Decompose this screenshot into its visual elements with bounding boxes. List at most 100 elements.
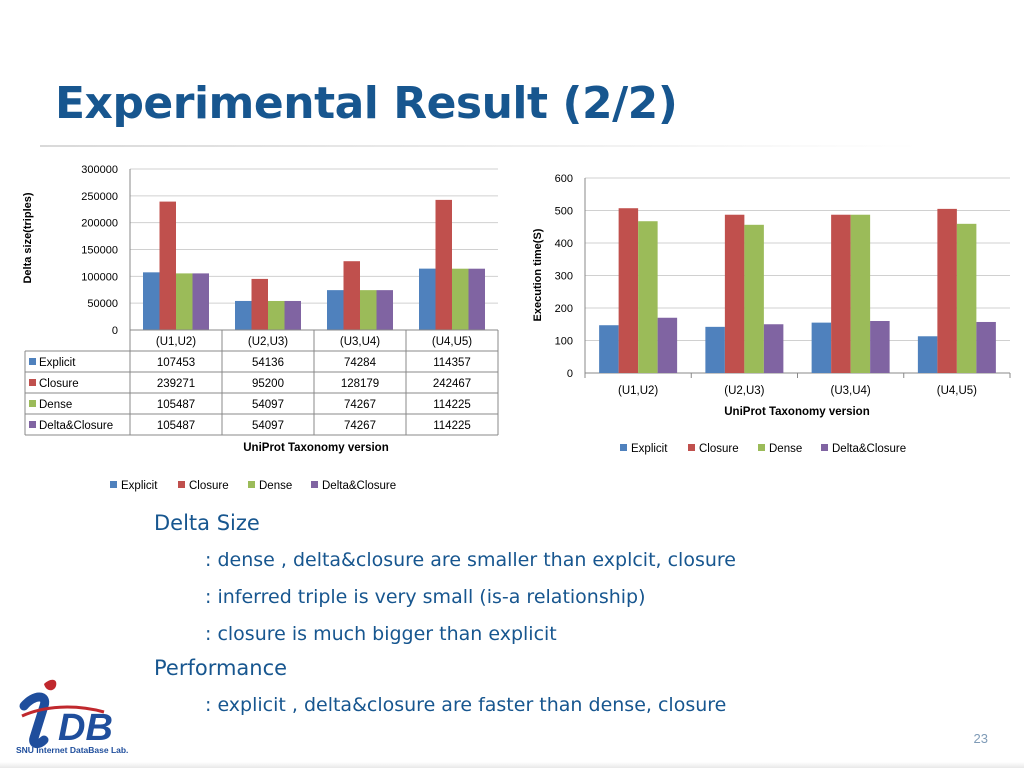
legend-swatch xyxy=(248,481,255,488)
y-tick-label: 300 xyxy=(555,271,573,283)
bar xyxy=(976,321,996,373)
legend-swatch xyxy=(178,481,185,488)
legend-swatch xyxy=(758,444,765,451)
bar xyxy=(599,325,619,373)
table-value: 114225 xyxy=(433,399,471,411)
y-tick-label: 600 xyxy=(555,173,573,185)
bar xyxy=(192,273,209,330)
slide-title: Experimental Result (2/2) xyxy=(55,78,678,129)
table-legend-swatch xyxy=(29,358,36,365)
page-number: 23 xyxy=(973,731,988,746)
execution-time-chart: 0 100 200 300 400 500 600 (U1,U2) (U2,U3) (U3,U4)… xyxy=(532,173,1011,455)
legend-label: Closure xyxy=(699,443,739,455)
table-series-label: Delta&Closure xyxy=(39,420,113,432)
footer-rule xyxy=(0,762,1024,768)
bar xyxy=(343,261,360,330)
bar xyxy=(143,272,160,330)
bar xyxy=(327,290,344,330)
idb-logo: DB SNU Internet DataBase Lab. xyxy=(16,679,128,755)
svg-text:DB: DB xyxy=(58,707,113,749)
legend-label: Closure xyxy=(189,480,229,492)
legend-label: Explicit xyxy=(631,443,668,455)
y-axis-title: Delta size(triples) xyxy=(22,192,34,283)
legend-label: Dense xyxy=(769,443,802,455)
bar xyxy=(831,214,851,373)
bar xyxy=(744,224,764,373)
table-value: 114225 xyxy=(433,420,471,432)
title-divider xyxy=(40,145,920,147)
y-tick-label: 150000 xyxy=(81,245,118,257)
bar xyxy=(724,214,745,373)
delta-size-chart: 0 50000 100000 150000 200000 250000 300000 Delt… xyxy=(22,164,499,492)
legend-label: Delta&Closure xyxy=(322,480,396,492)
bar xyxy=(763,324,784,373)
table-series-label: Closure xyxy=(39,378,79,390)
table-value: 105487 xyxy=(157,420,195,432)
category-label: (U4,U5) xyxy=(937,385,977,397)
legend-swatch xyxy=(688,444,695,451)
legend-swatch xyxy=(311,481,318,488)
table-legend-swatch xyxy=(29,421,36,428)
table-value: 242467 xyxy=(433,378,471,390)
bullet-heading-performance: Performance xyxy=(154,656,288,680)
table-series-label: Explicit xyxy=(39,357,76,369)
bar xyxy=(870,321,890,373)
legend-label: Explicit xyxy=(121,480,158,492)
x-axis-title: UniProt Taxonomy version xyxy=(243,442,388,454)
bar xyxy=(956,223,977,373)
table-legend-swatch xyxy=(29,379,36,386)
bar xyxy=(917,336,938,373)
legend-swatch xyxy=(620,444,627,451)
bar xyxy=(937,208,957,373)
table-value: 74267 xyxy=(344,399,376,411)
bar xyxy=(284,300,301,330)
table-value: 54136 xyxy=(252,357,284,369)
bullet-list: Delta Size : dense , delta&closure are s… xyxy=(154,508,736,724)
table-value: 95200 xyxy=(252,378,284,390)
table-value: 74267 xyxy=(344,420,376,432)
y-tick-label: 500 xyxy=(555,206,573,218)
y-tick-label: 300000 xyxy=(81,164,118,176)
bar xyxy=(376,290,393,330)
y-axis-title: Execution time(S) xyxy=(532,228,544,321)
bar xyxy=(638,221,658,373)
legend-label: Dense xyxy=(259,480,292,492)
table-value: 114357 xyxy=(433,357,471,369)
category-label: (U3,U4) xyxy=(340,336,380,348)
table-value: 128179 xyxy=(341,378,379,390)
y-tick-label: 250000 xyxy=(81,191,118,203)
y-tick-label: 200 xyxy=(555,303,573,315)
table-value: 239271 xyxy=(157,378,195,390)
table-value: 54097 xyxy=(252,420,284,432)
bar xyxy=(419,268,436,330)
bar xyxy=(811,322,832,373)
legend-swatch xyxy=(110,481,117,488)
bar xyxy=(235,300,252,330)
table-value: 54097 xyxy=(252,399,284,411)
y-tick-label: 0 xyxy=(567,368,573,380)
y-tick-label: 200000 xyxy=(81,218,118,230)
category-label: (U2,U3) xyxy=(724,385,764,397)
category-label: (U1,U2) xyxy=(156,336,196,348)
x-axis-title: UniProt Taxonomy version xyxy=(724,406,869,418)
bullet-item: : dense , delta&closure are smaller than… xyxy=(205,549,736,571)
bar xyxy=(618,208,639,373)
logo-lab-name: SNU Internet DataBase Lab. xyxy=(16,745,128,755)
bar xyxy=(268,300,285,330)
bar xyxy=(850,214,871,373)
category-label: (U3,U4) xyxy=(830,385,870,397)
bar xyxy=(435,199,452,330)
category-label: (U4,U5) xyxy=(432,336,472,348)
y-tick-label: 100000 xyxy=(81,271,118,283)
bar xyxy=(176,273,193,330)
y-tick-label: 50000 xyxy=(87,298,118,310)
table-value: 107453 xyxy=(157,357,195,369)
bar xyxy=(657,317,678,373)
y-tick-label: 100 xyxy=(555,336,573,348)
bar xyxy=(705,326,725,373)
table-series-label: Dense xyxy=(39,399,72,411)
legend-label: Delta&Closure xyxy=(832,443,906,455)
table-value: 105487 xyxy=(157,399,195,411)
bar xyxy=(159,201,176,330)
bullet-item: : closure is much bigger than explicit xyxy=(205,623,557,645)
